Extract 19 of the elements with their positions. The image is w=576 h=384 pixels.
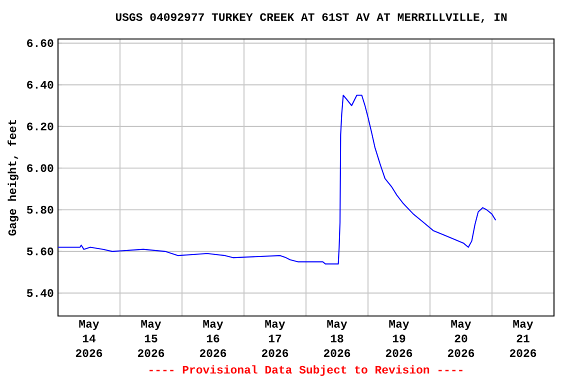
x-tick-label: May 17 2026 [262,320,288,358]
y-tick-label: 6.60 [27,39,54,48]
chart-title: USGS 04092977 TURKEY CREEK AT 61ST AV AT MERRILLVILLE, IN [116,13,507,23]
text: ---- Provisional Data Subject to Revision ---- [150,365,462,376]
line-series [57,94,496,264]
x-tick-label: May 19 2026 [386,320,412,358]
y-tick-label: 5.60 [26,248,54,256]
x-tick-label: May 15 2026 [138,320,164,358]
y-tick-label: 6.00 [27,164,54,172]
x-tick-label: May 18 2026 [324,320,350,358]
y-tick-label: 5.80 [26,206,54,214]
y-axis-title: Gage height, feet [8,120,18,236]
x-tick-label: May 14 2026 [76,320,102,358]
x-tick-label: May 21 2026 [510,320,536,358]
x-tick-label: May 16 2026 [200,320,226,358]
y-tick-label: 6.20 [27,122,54,130]
x-tick-label: May 20 2026 [448,320,474,358]
y-tick-label: 5.40 [26,289,54,297]
y-tick-label: 6.40 [27,80,54,89]
